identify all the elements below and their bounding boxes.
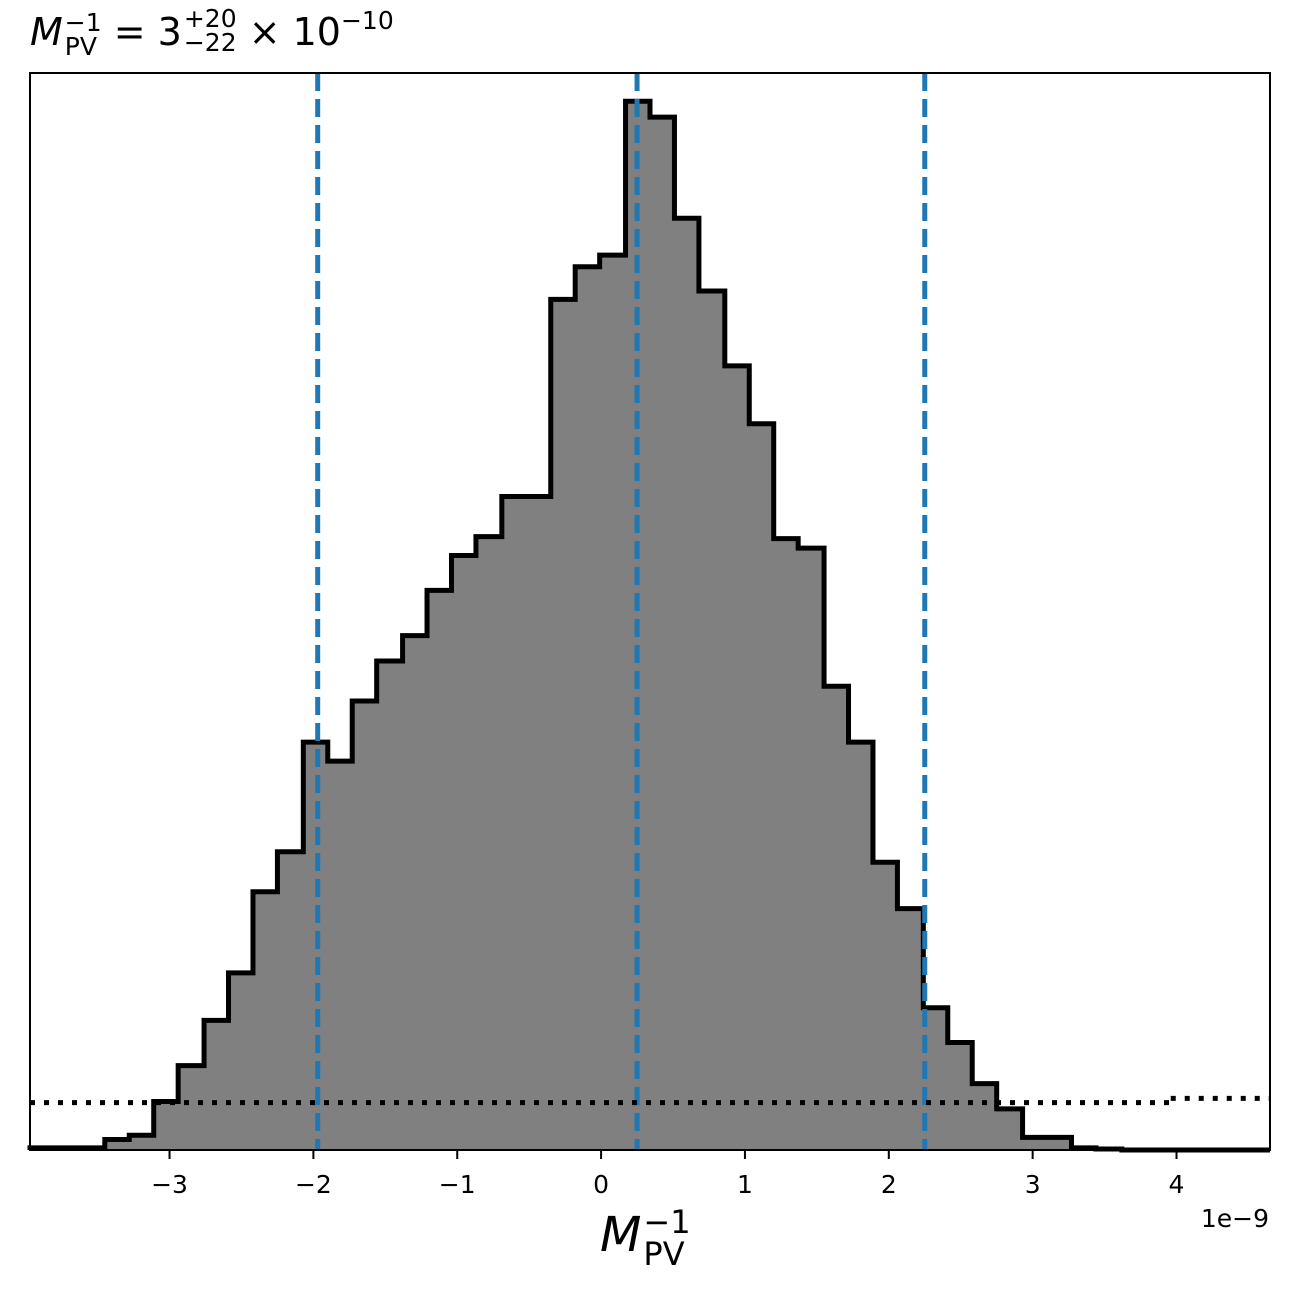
x-tick-label: −2 bbox=[295, 1170, 332, 1199]
histogram-bar bbox=[475, 536, 503, 1150]
histogram-bar bbox=[749, 423, 775, 1150]
histogram-bar bbox=[650, 117, 675, 1151]
histogram-bar bbox=[352, 700, 378, 1150]
histogram-bar bbox=[724, 365, 750, 1151]
histogram-bar bbox=[824, 686, 850, 1150]
title-symbol: M bbox=[30, 10, 63, 54]
histogram-bar bbox=[996, 1108, 1024, 1150]
histogram-bar bbox=[575, 266, 601, 1150]
x-tick-label: 2 bbox=[881, 1170, 897, 1199]
xlabel-sub: PV bbox=[643, 1235, 685, 1273]
histogram-bar bbox=[848, 742, 874, 1150]
histogram-bar bbox=[153, 1101, 179, 1150]
histogram-bar bbox=[252, 891, 278, 1150]
xlabel-sup: −1 bbox=[643, 1203, 691, 1241]
title-exponent: −10 bbox=[340, 6, 394, 35]
histogram-bar bbox=[501, 496, 552, 1150]
histogram-bar bbox=[947, 1042, 973, 1150]
title-errors: +20 −22 bbox=[183, 3, 237, 57]
x-axis-offset-label: 1e−9 bbox=[1200, 1204, 1269, 1233]
histogram-bar bbox=[674, 218, 700, 1150]
histogram-bar bbox=[327, 761, 353, 1150]
histogram-bar bbox=[376, 660, 404, 1150]
x-tick-label: −1 bbox=[439, 1170, 476, 1199]
histogram-bar bbox=[277, 851, 304, 1150]
x-tick-label: −3 bbox=[151, 1170, 188, 1199]
histogram-bar bbox=[402, 635, 428, 1150]
x-tick-label: 3 bbox=[1025, 1170, 1041, 1199]
reference-lines-layer bbox=[30, 73, 1270, 1150]
xlabel-subsup: −1 PV bbox=[643, 1206, 690, 1270]
histogram-bar bbox=[798, 548, 825, 1150]
title-times: × 10 bbox=[236, 10, 341, 54]
title-equals: = 3 bbox=[101, 10, 182, 54]
title-subsup: −1 PV bbox=[64, 7, 102, 61]
histogram-bar bbox=[451, 555, 477, 1150]
histogram-bar bbox=[204, 1020, 230, 1150]
histogram-bar bbox=[427, 590, 452, 1150]
title-lower-error: −22 bbox=[183, 27, 237, 57]
histogram-bar bbox=[550, 299, 576, 1150]
histogram-bar bbox=[972, 1083, 998, 1150]
histogram-outline bbox=[27, 98, 1270, 1153]
histogram-bar bbox=[178, 1065, 205, 1150]
chart-title: M −1 PV = 3 +20 −22 × 10−10 bbox=[30, 6, 394, 59]
histogram-bar bbox=[228, 972, 254, 1150]
histogram-bar bbox=[773, 538, 799, 1150]
histogram-bar bbox=[1022, 1137, 1048, 1150]
x-tick-label: 0 bbox=[593, 1170, 609, 1199]
x-axis-label: M −1 PV bbox=[600, 1206, 691, 1270]
histogram-bar bbox=[1047, 1137, 1072, 1150]
title-upper-error: +20 bbox=[183, 3, 237, 33]
xlabel-symbol: M bbox=[600, 1207, 642, 1263]
histogram-layer bbox=[27, 98, 1270, 1153]
histogram-bar bbox=[599, 255, 627, 1151]
x-tick-label: 4 bbox=[1169, 1170, 1185, 1199]
histogram-bar bbox=[897, 908, 924, 1150]
histogram-bar bbox=[104, 1139, 130, 1150]
title-sup: −1 bbox=[64, 7, 102, 37]
histogram-bar bbox=[129, 1135, 155, 1150]
histogram-bar bbox=[923, 1007, 949, 1150]
plot-frame bbox=[29, 72, 1271, 1151]
title-sub: PV bbox=[64, 31, 97, 61]
histogram-bar bbox=[698, 290, 726, 1150]
x-tick-label: 1 bbox=[737, 1170, 753, 1199]
histogram-bar bbox=[872, 862, 898, 1150]
x-ticks-layer: −3 −2 −1 0 1 2 3 4 bbox=[151, 1150, 1184, 1199]
